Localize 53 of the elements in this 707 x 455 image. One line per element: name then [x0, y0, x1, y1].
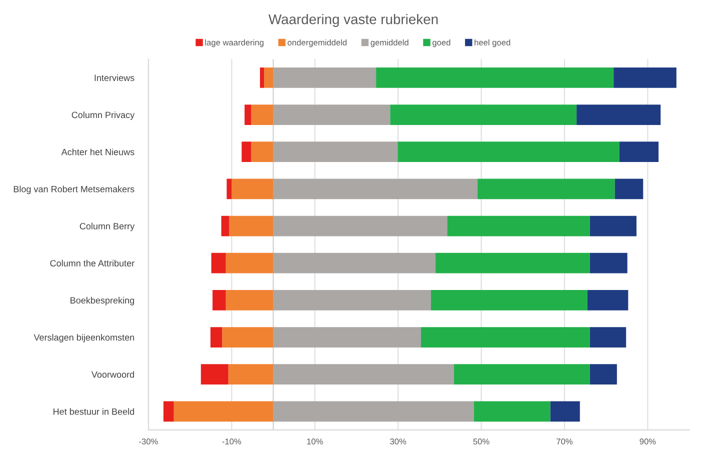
legend-label: lage waardering: [205, 39, 264, 48]
bar: [436, 252, 590, 274]
y-tick-label: Voorwoord: [91, 371, 134, 378]
bar: [474, 401, 550, 422]
x-tick-label: 10%: [307, 438, 323, 444]
x-tick-label: 30%: [390, 438, 406, 444]
bar: [273, 216, 448, 236]
bar: [447, 216, 590, 236]
bar: [273, 401, 474, 422]
y-tick-label: Boekbespreking: [70, 296, 134, 306]
bar: [590, 252, 628, 274]
bar: [273, 142, 398, 162]
bar: [619, 142, 659, 162]
bar: [273, 67, 376, 88]
bar: [590, 364, 617, 385]
x-tick-label: 70%: [556, 438, 573, 444]
legend-label: heel goed: [474, 39, 510, 48]
bar: [478, 178, 615, 200]
y-tick-label: Verslagen bijeenkomsten: [34, 334, 134, 342]
y-tick-label: Het bestuur in Beeld: [54, 408, 134, 415]
y-tick-label: Column the Attributer: [50, 260, 134, 266]
y-tick-label: Column Privacy: [72, 112, 135, 120]
bar: [398, 142, 620, 162]
bar: [390, 104, 577, 125]
bar: [273, 364, 454, 385]
bar: [273, 290, 431, 310]
chart-title: Waardering vaste rubrieken: [268, 14, 438, 27]
bar: [376, 67, 614, 88]
bar: [550, 401, 580, 422]
y-tick-label: Blog van Robert Metsemakers: [14, 186, 134, 194]
bar: [590, 216, 636, 236]
x-tick-label: 50%: [473, 438, 490, 444]
y-tick-label: Interviews: [94, 74, 134, 82]
bar: [587, 290, 628, 310]
y-tick-label: Column Berry: [80, 222, 135, 232]
x-tick-label: -30%: [139, 438, 158, 444]
bar: [614, 178, 644, 200]
y-tick-label: Achter het Nieuws: [61, 148, 134, 156]
x-tick-label: 90%: [640, 438, 656, 444]
x-tick-label: -10%: [222, 438, 242, 444]
bar: [420, 327, 590, 348]
bar: [273, 178, 478, 200]
bar: [273, 327, 421, 348]
legend-label: ondergemiddeld: [288, 39, 347, 48]
legend-label: goed: [432, 39, 450, 48]
bar: [590, 327, 626, 348]
bar: [454, 364, 590, 385]
bar: [576, 104, 661, 125]
bar: [273, 104, 390, 125]
legend-label: gemiddeld: [370, 39, 408, 48]
bar: [273, 252, 436, 274]
bar: [430, 290, 588, 310]
bar: [614, 67, 676, 88]
